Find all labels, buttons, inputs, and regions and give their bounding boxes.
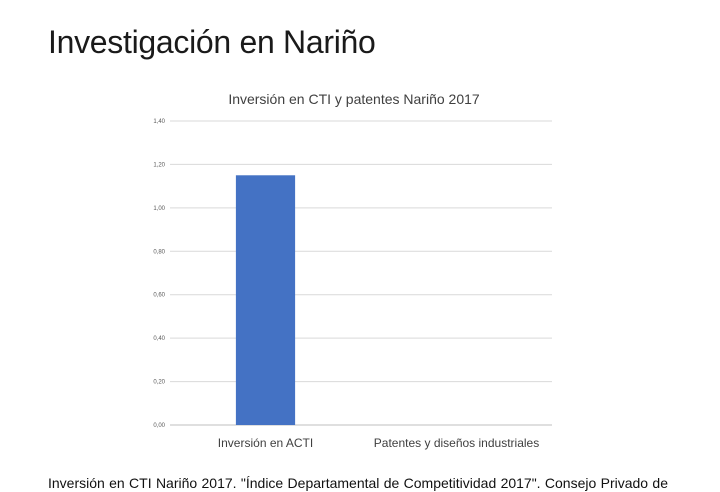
gridlines [170,120,552,426]
y-axis-ticks: 0,00 0,20 0,40 0,60 0,80 1,00 1,20 1,40 [153,119,165,429]
bar-chart: Inversión en CTI y patentes Nariño 2017 … [153,91,552,450]
slide-title: Investigación en Nariño [48,24,376,60]
y-tick-label: 0,60 [153,293,165,299]
x-category-label: Patentes y diseños industriales [374,436,539,450]
slide-caption: Inversión en CTI Nariño 2017. "Índice De… [48,475,668,491]
bar [235,175,296,425]
bars [235,175,296,425]
y-tick-label: 0,00 [153,423,165,429]
y-tick-label: 1,40 [153,119,165,125]
y-tick-label: 0,20 [153,380,165,386]
chart-title: Inversión en CTI y patentes Nariño 2017 [228,91,480,107]
x-category-label: Inversión en ACTI [218,436,313,450]
y-tick-label: 0,80 [153,249,165,255]
y-tick-label: 0,40 [153,336,165,342]
y-tick-label: 1,00 [153,206,165,212]
x-axis-categories: Inversión en ACTI Patentes y diseños indu… [218,436,539,450]
y-tick-label: 1,20 [153,162,165,168]
